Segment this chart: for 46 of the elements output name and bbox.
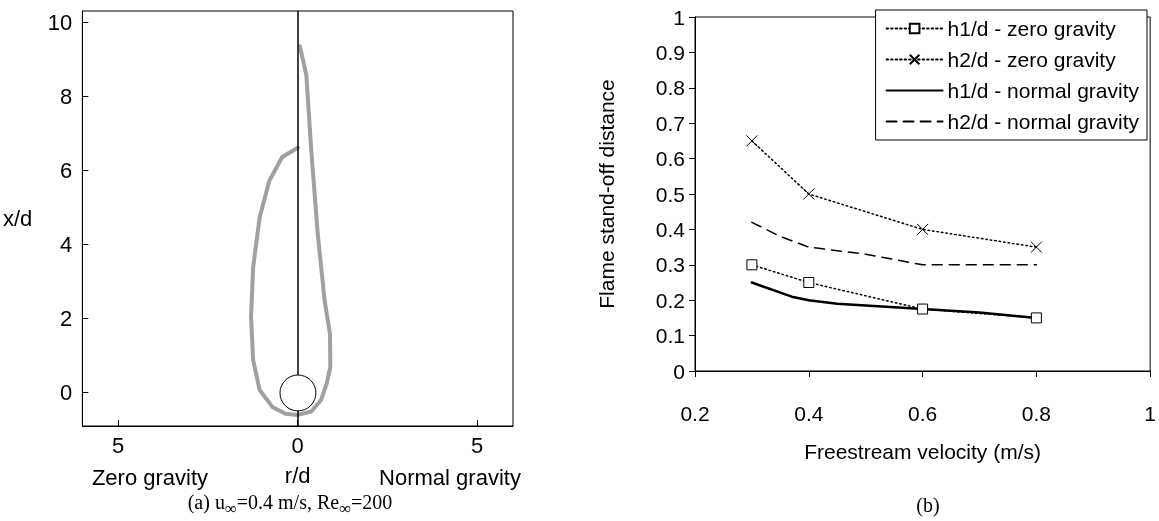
x-tick-label: 5 bbox=[470, 432, 484, 458]
point bbox=[1030, 312, 1042, 324]
text: (a) u$_{∞}$=0.4 m/s, Re$_{∞}$=200 bbox=[187, 491, 393, 519]
y-tick-label: 0.3 bbox=[655, 253, 685, 277]
legend-label: h2/d - zero gravity bbox=[947, 48, 1117, 71]
point bbox=[802, 188, 815, 200]
y-tick-label: 1 bbox=[673, 5, 685, 29]
y-tick-label: 0.2 bbox=[655, 288, 685, 312]
y-tick-label: 4 bbox=[60, 231, 73, 257]
x-tick-label: 0 bbox=[291, 432, 304, 458]
x-tick-label: 1 bbox=[1144, 402, 1156, 425]
point bbox=[746, 259, 758, 271]
y-tick-label: 0.9 bbox=[655, 40, 685, 64]
y-tick-label: 8 bbox=[60, 83, 73, 109]
y-tick-label: 0.5 bbox=[655, 182, 685, 206]
y-tick-label: 6 bbox=[60, 157, 73, 183]
y-tick-label: 0 bbox=[60, 380, 73, 406]
point bbox=[803, 277, 815, 288]
line-series bbox=[751, 221, 1038, 266]
point bbox=[916, 223, 929, 236]
point bbox=[1030, 241, 1043, 254]
legend-label: h1/d - normal gravity bbox=[947, 79, 1140, 102]
legend-label: h1/d - zero gravity bbox=[947, 17, 1117, 40]
x-tick-label: 0.8 bbox=[1021, 402, 1051, 425]
y-axis-title: Flame stand-off distance bbox=[595, 79, 618, 309]
y-tick-label: 0.4 bbox=[655, 217, 686, 241]
y-axis-title: x/d bbox=[2, 206, 33, 231]
y-tick-label: 0.8 bbox=[655, 76, 685, 100]
x-axis-title: r/d bbox=[284, 462, 311, 488]
x-axis-title: Freestream velocity (m/s) bbox=[804, 440, 1042, 463]
text: (b) bbox=[916, 493, 940, 517]
line-series bbox=[249, 44, 333, 417]
x-tick-label: 0.4 bbox=[794, 402, 824, 425]
text: Zero gravity bbox=[91, 465, 209, 491]
y-tick-label: 10 bbox=[47, 9, 73, 35]
text: Normal gravity bbox=[379, 465, 521, 491]
y-tick-label: 0.6 bbox=[655, 147, 685, 171]
point bbox=[745, 134, 758, 147]
y-tick-label: 0 bbox=[673, 359, 685, 383]
y-tick-label: 2 bbox=[60, 306, 73, 332]
y-tick-label: 0.1 bbox=[655, 324, 685, 348]
point bbox=[917, 303, 929, 315]
y-tick-label: 0.7 bbox=[655, 111, 685, 135]
legend-label: h2/d - normal gravity bbox=[947, 110, 1140, 133]
x-tick-label: 5 bbox=[112, 432, 125, 458]
x-tick-label: 0.6 bbox=[907, 402, 938, 425]
